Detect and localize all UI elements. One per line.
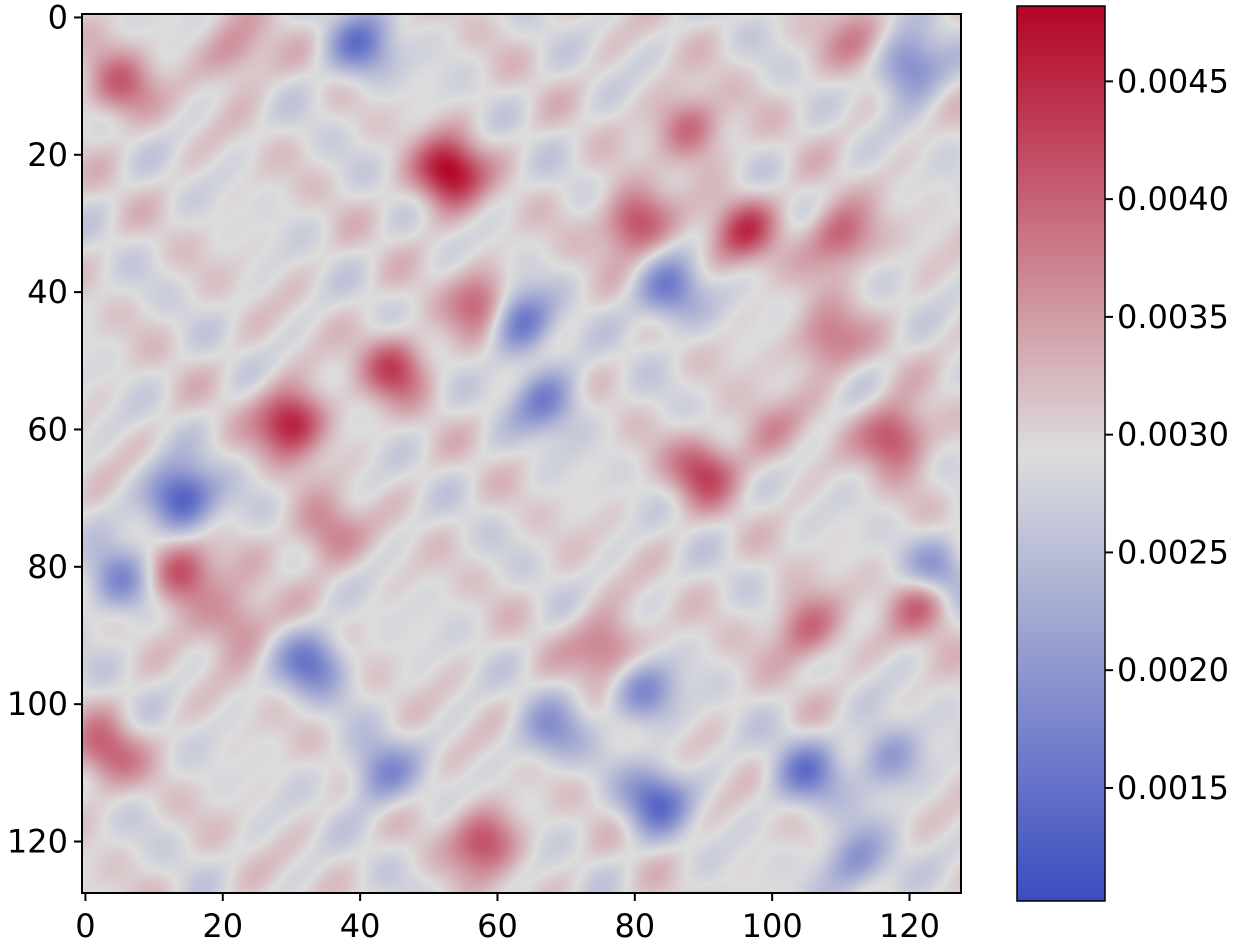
- x-tick-label: 20: [202, 907, 243, 945]
- colorbar-frame: [1016, 5, 1106, 902]
- heatmap-plot-area: [81, 13, 962, 894]
- y-tick-label: 20: [27, 136, 68, 174]
- colorbar-tick-label: 0.0035: [1117, 298, 1229, 336]
- y-tick-label: 80: [27, 548, 68, 586]
- colorbar-tick-label: 0.0020: [1117, 651, 1229, 689]
- x-tick-label: 80: [614, 907, 655, 945]
- y-tick-label: 120: [7, 822, 68, 860]
- y-tick-label: 60: [27, 410, 68, 448]
- y-tick-label: 100: [7, 685, 68, 723]
- x-tick-label: 60: [477, 907, 518, 945]
- x-tick-label: 100: [742, 907, 803, 945]
- colorbar-tick-label: 0.0040: [1117, 180, 1229, 218]
- plot-frame: [81, 13, 962, 894]
- y-tick-label: 0: [48, 0, 68, 36]
- x-axis-ticks: 0 20 40 60 80 100 120: [75, 893, 940, 945]
- colorbar-tick-label: 0.0015: [1117, 769, 1229, 807]
- x-tick-label: 40: [340, 907, 381, 945]
- y-tick-label: 40: [27, 273, 68, 311]
- colorbar-ticks: 0.0015 0.0020 0.0025 0.0030 0.0035 0.0040 0.00…: [1105, 62, 1229, 807]
- colorbar-tick-label: 0.0045: [1117, 62, 1229, 100]
- colorbar-tick-label: 0.0030: [1117, 416, 1229, 454]
- colorbar-gradient: [1017, 6, 1105, 901]
- y-axis-ticks: 0 20 40 60 80 100 120: [7, 0, 82, 860]
- colorbar-tick-label: 0.0025: [1117, 533, 1229, 571]
- x-tick-label: 0: [75, 907, 95, 945]
- heatmap-image: [82, 14, 961, 893]
- x-tick-label: 120: [879, 907, 940, 945]
- colorbar: 0.0015 0.0020 0.0025 0.0030 0.0035 0.0040 0.00…: [1016, 5, 1229, 902]
